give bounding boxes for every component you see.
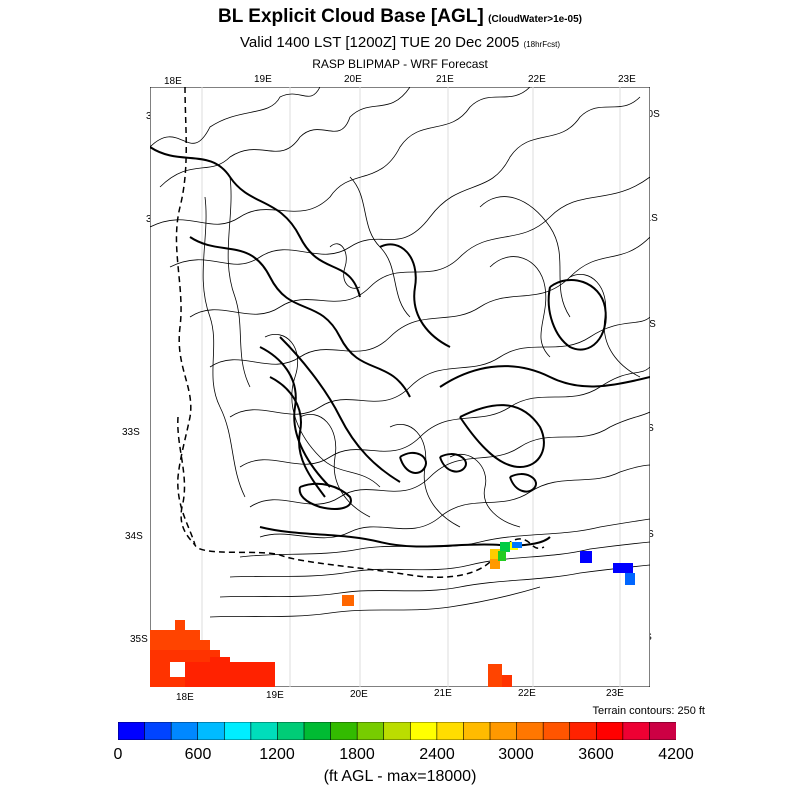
lon-label-bottom-18e: 18E (176, 692, 194, 703)
lon-label-bottom-22e: 22E (518, 688, 536, 699)
lon-label-bottom-21e: 21E (434, 688, 452, 699)
terrain-contours-thick (150, 146, 650, 548)
colorbar-tick-1800: 1800 (339, 746, 375, 763)
colorbar-swatch (595, 722, 624, 740)
lat-label-left-35s: 35S (130, 634, 148, 645)
colorbar-swatch (383, 722, 412, 740)
colorbar-swatch (409, 722, 438, 740)
valid-text: Valid 1400 LST [1200Z] TUE 20 Dec 2005 (240, 34, 520, 51)
valid-time: Valid 1400 LST [1200Z] TUE 20 Dec 2005 (… (0, 34, 800, 51)
source-label: RASP BLIPMAP - WRF Forecast (312, 57, 488, 71)
lat-label-left-33s: 33S (122, 427, 140, 438)
colorbar-swatch (303, 722, 332, 740)
colorbar-swatch (144, 722, 172, 740)
colorbar-tick-3000: 3000 (498, 746, 534, 763)
colorbar-tick-1200: 1200 (259, 746, 295, 763)
colorbar-swatch (463, 722, 491, 740)
lat-label-left-34s: 34S (125, 531, 143, 542)
terrain-contours-note: Terrain contours: 250 ft (592, 705, 705, 717)
lon-label-top-21e: 21E (436, 74, 454, 85)
title-note: (CloudWater>1e-05) (488, 14, 582, 25)
map-plot-area (150, 87, 650, 687)
cloud-base-cells (150, 542, 635, 687)
lon-label-bottom-23e: 23E (606, 688, 624, 699)
lon-label-top-19e: 19E (254, 74, 272, 85)
colorbar-unit-label: (ft AGL - max=18000) (323, 768, 477, 785)
colorbar-tick-0: 0 (113, 746, 123, 763)
colorbar-swatch (516, 722, 544, 740)
colorbar-swatch (542, 722, 571, 740)
colorbar-swatch (223, 722, 252, 740)
colorbar-swatch (197, 722, 226, 740)
lon-label-top-20e: 20E (344, 74, 362, 85)
lat-label-right-30s: 30S (642, 109, 660, 120)
title-text: BL Explicit Cloud Base [AGL] (218, 6, 484, 27)
colorbar (118, 722, 676, 740)
colorbar-tick-2400: 2400 (419, 746, 455, 763)
colorbar-tick-3600: 3600 (578, 746, 614, 763)
lon-label-top-22e: 22E (528, 74, 546, 85)
graticule (201, 87, 621, 687)
colorbar-swatch (356, 722, 385, 740)
colorbar-swatch (436, 722, 465, 740)
colorbar-swatch (622, 722, 651, 740)
lon-label-bottom-20e: 20E (350, 689, 368, 700)
colorbar-swatch (170, 722, 199, 740)
colorbar-swatch (118, 722, 146, 740)
colorbar-swatch (250, 722, 279, 740)
colorbar-tick-4200: 4200 (658, 746, 694, 763)
colorbar-swatch (330, 722, 358, 740)
colorbar-swatch (277, 722, 305, 740)
colorbar-swatch (649, 722, 676, 740)
colorbar-tick-600: 600 (184, 746, 212, 763)
colorbar-swatch (489, 722, 518, 740)
forecast-note: (18hrFcst) (523, 40, 560, 49)
lon-label-bottom-19e: 19E (266, 690, 284, 701)
colorbar-swatch (569, 722, 598, 740)
lon-label-top-23e: 23E (618, 74, 636, 85)
map-frame (150, 87, 650, 687)
chart-title: BL Explicit Cloud Base [AGL] (CloudWater… (0, 6, 800, 28)
coastline (175, 87, 545, 578)
west-coastline (177, 416, 196, 546)
terrain-contours-thin (150, 87, 650, 618)
lon-label-top-18e: 18E (164, 76, 182, 87)
